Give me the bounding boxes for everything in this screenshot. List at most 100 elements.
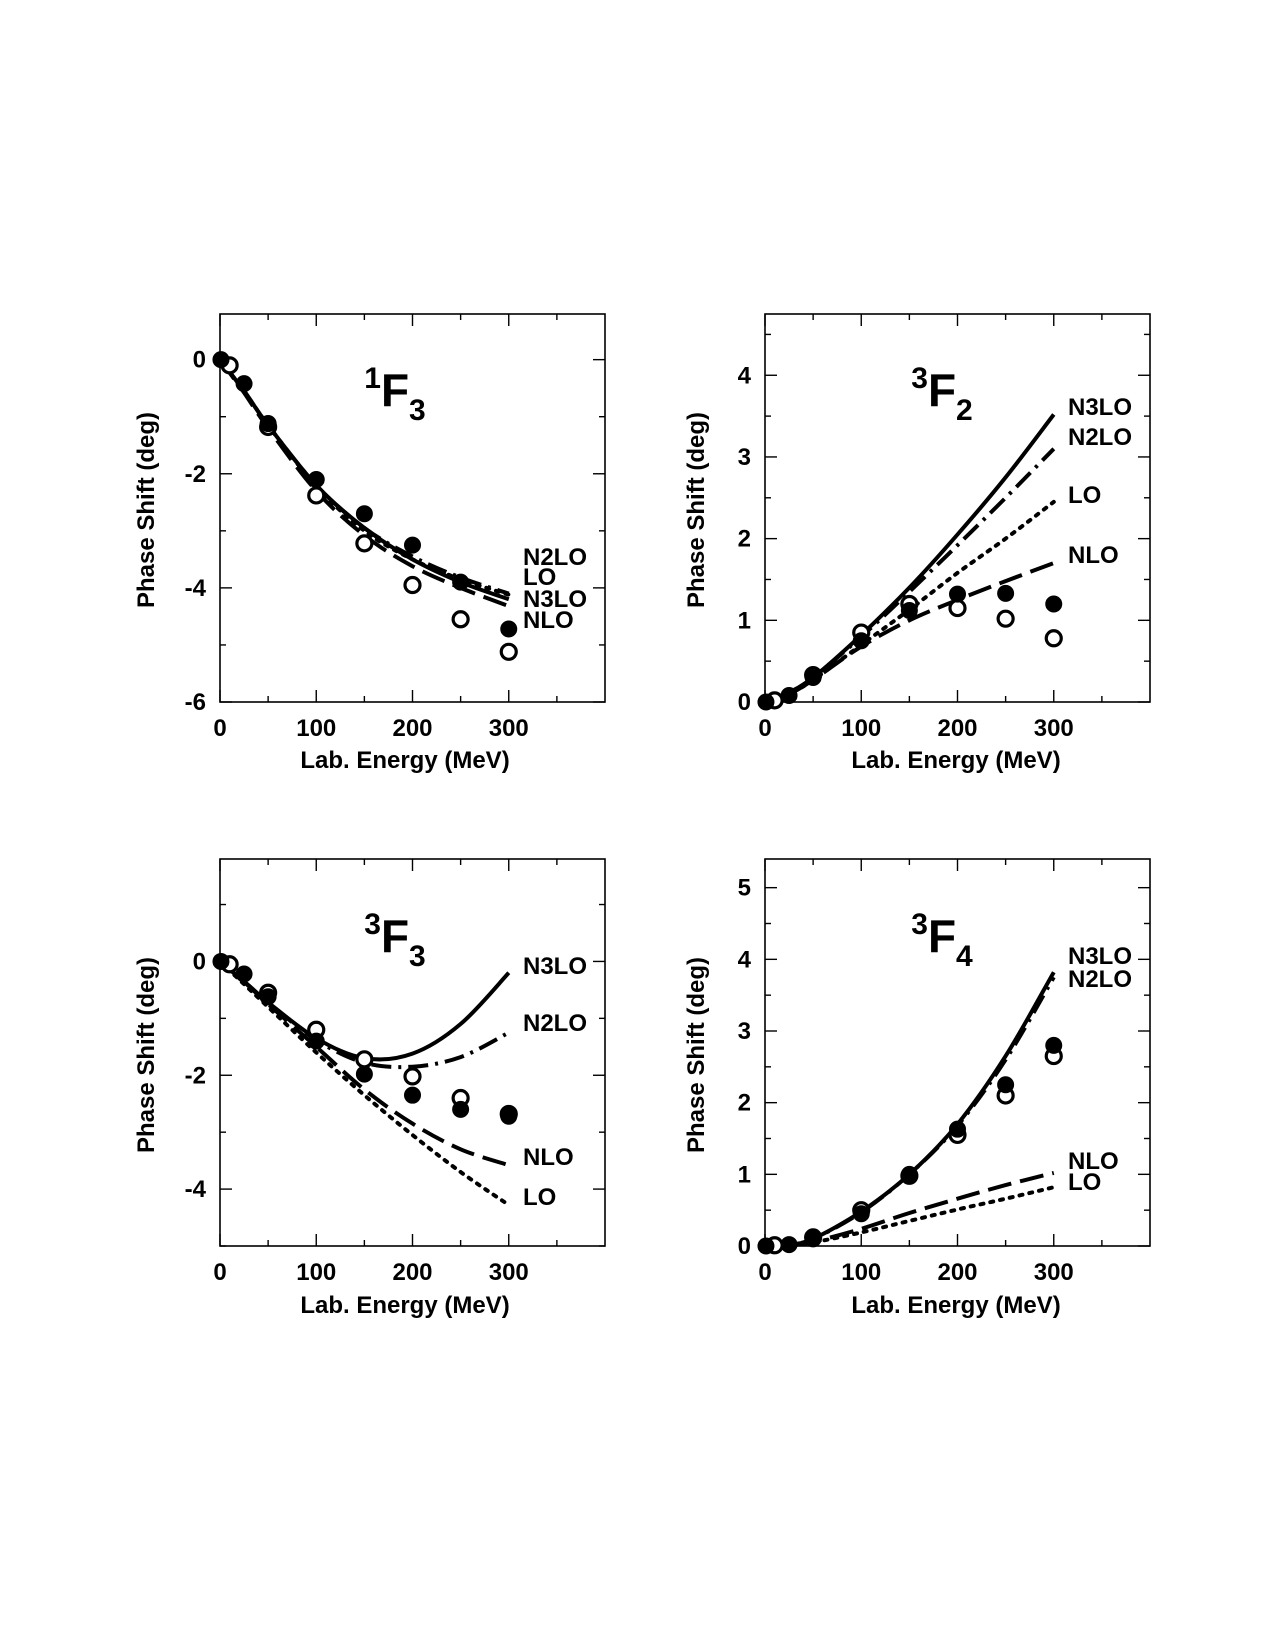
curve-label-nlo: NLO [523,607,574,634]
x-tick-label: 300 [1034,715,1074,742]
series-line-lo [763,1185,1056,1248]
data-point-filled [235,965,253,983]
x-axis-label: Lab. Energy (MeV) [851,1292,1060,1319]
y-axis-label: Phase Shift (deg) [133,957,160,1153]
title-superscript: 1 [364,362,381,395]
data-point-filled [900,1165,918,1183]
data-point-open [948,598,967,618]
curve-label-n3lo: N3LO [523,953,587,980]
data-point-filled [900,602,918,620]
curve-label-nlo: NLO [1068,542,1119,569]
curve-label-n2lo: N2LO [1068,424,1132,451]
x-tick-label: 100 [296,1259,336,1286]
title-main: F [928,910,956,962]
data-point-filled [997,1076,1015,1094]
title-superscript: 3 [364,908,381,941]
curve-label-n3lo: N3LO [1068,394,1132,421]
series-line-n3lo [218,358,510,602]
data-point-open [355,534,374,553]
panel-3F4: 3F4 Lab. Energy (MeV) Phase Shift (deg) … [683,858,1151,1319]
data-point-filled [259,988,277,1006]
x-tick-label: 0 [213,715,226,742]
series-line-lo [763,499,1056,704]
curve-label-nlo: NLO [1068,1148,1119,1175]
panel-1F3: 1F3 Lab. Energy (MeV) Phase Shift (deg) … [133,313,606,774]
panel-3F3: 3F3 Lab. Energy (MeV) Phase Shift (deg) … [133,858,606,1319]
y-tick-label: 0 [738,1233,751,1260]
data-point-filled [997,584,1015,602]
x-tick-label: 0 [213,1259,226,1286]
data-point-filled [804,1230,822,1248]
data-point-filled [307,1032,325,1050]
y-tick-label: 0 [193,347,206,374]
data-point-open [996,609,1015,628]
data-point-open [307,486,326,505]
series-line-lo [218,959,511,1207]
panel-title: 3F3 [364,908,425,973]
data-point-filled [757,1237,775,1255]
series-line-n2lo [218,959,510,1070]
x-axis-label: Lab. Energy (MeV) [300,747,509,774]
curve-label-n2lo: N2LO [523,544,587,571]
title-main: F [381,364,409,416]
y-axis-label: Phase Shift (deg) [133,412,160,608]
data-point-filled [500,1107,518,1125]
y-tick-label: 2 [738,526,751,553]
curve-label-lo: LO [1068,482,1101,509]
y-tick-label: -2 [185,1062,206,1089]
x-tick-label: 0 [758,715,771,742]
title-superscript: 3 [911,908,928,941]
title-subscript: 2 [956,394,973,427]
data-point-filled [307,470,325,488]
panel-title: 3F2 [911,362,972,427]
data-point-filled [355,1065,373,1083]
x-tick-label: 200 [937,715,977,742]
data-point-filled [852,632,870,650]
series-line-n3lo [764,971,1056,1248]
title-main: F [381,910,409,962]
data-point-filled [1045,595,1063,613]
y-tick-label: 0 [738,689,751,716]
x-tick-label: 0 [758,1259,771,1286]
series-line-n3lo [764,413,1056,704]
plot-frame [219,313,606,703]
y-axis-label: Phase Shift (deg) [683,412,710,608]
x-axis-label: Lab. Energy (MeV) [300,1292,509,1319]
data-point-filled [500,620,518,638]
x-tick-label: 100 [841,1259,881,1286]
series-line-nlo [764,561,1055,704]
x-tick-label: 100 [841,715,881,742]
series-line-nlo [218,358,510,608]
series-line-nlo [218,959,510,1168]
x-tick-label: 300 [489,715,529,742]
data-point-filled [780,1236,798,1254]
y-tick-label: 0 [193,948,206,975]
data-point-filled [355,505,373,523]
curve-label-n2lo: N2LO [523,1010,587,1037]
data-point-open [451,610,470,629]
data-point-filled [235,375,253,393]
data-point-filled [212,952,230,970]
data-point-open [403,575,422,595]
title-subscript: 3 [409,394,426,427]
data-point-filled [452,1100,470,1118]
y-tick-label: 1 [738,1161,751,1188]
data-point-open [499,642,518,661]
title-subscript: 4 [956,940,973,973]
curve-label-nlo: NLO [523,1144,574,1171]
x-tick-label: 300 [489,1259,529,1286]
data-point-filled [404,1086,421,1104]
y-tick-label: 3 [738,444,751,471]
y-tick-label: -6 [185,689,206,716]
data-point-filled [780,686,798,704]
x-tick-label: 300 [1034,1259,1074,1286]
data-point-filled [757,693,775,711]
panel-title: 3F4 [911,908,973,973]
y-tick-label: 4 [738,946,752,973]
series-line-n2lo [764,447,1056,704]
x-tick-label: 100 [296,715,336,742]
data-point-filled [212,351,230,369]
y-axis-label: Phase Shift (deg) [683,957,710,1153]
data-point-filled [1045,1036,1063,1054]
